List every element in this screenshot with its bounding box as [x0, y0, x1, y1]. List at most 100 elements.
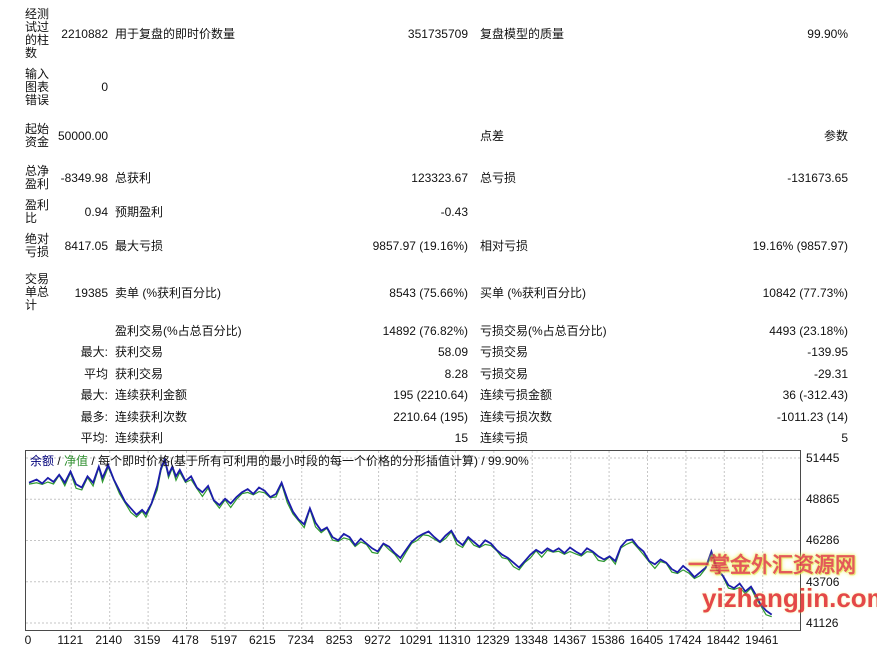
report-label: 连续亏损	[480, 431, 529, 446]
x-axis-tick-label: 6215	[248, 633, 276, 647]
x-axis-tick-label: 9272	[364, 633, 391, 647]
report-row: 盈利交易(%占总百分比) 14892 (76.82%) 亏损交易(%占总百分比) 44…	[25, 320, 848, 342]
y-axis-tick-label: 46286	[806, 533, 840, 548]
report-label: 复盘模型的质量	[480, 27, 565, 41]
report-value: 50000.00	[58, 129, 109, 143]
report-row: 起始资金 50000.00 点差 参数	[25, 112, 848, 160]
balance-equity-chart: 余额 / 净值 / 每个即时价格(基于所有可利用的最小时段的每一个价格的分形插值…	[25, 450, 801, 631]
chart-canvas	[26, 451, 800, 630]
report-label: 亏损交易	[480, 345, 529, 360]
report-value: 14892 (76.82%)	[382, 323, 468, 338]
report-value: 5	[841, 431, 848, 446]
report-row: 最大: 获利交易 58.09 亏损交易 -139.95	[25, 342, 848, 364]
report-label: 盈利比	[25, 197, 50, 225]
report-label: 获利交易	[115, 366, 164, 381]
report-label: 亏损交易(%占总百分比)	[480, 323, 607, 338]
report-row: 绝对亏损 8417.05 最大亏损 9857.97 (19.16%) 相对亏损 19.16…	[25, 227, 848, 265]
x-axis-tick-label: 11310	[438, 633, 471, 647]
x-axis-tick-label: 0	[24, 633, 32, 647]
x-axis-tick-label: 2140	[95, 633, 123, 647]
report-label: 总净盈利	[25, 164, 50, 191]
report-value: 36 (-312.43)	[782, 388, 848, 403]
legend-equity-label: 净值	[64, 454, 89, 468]
report-value: 2210.64 (195)	[393, 409, 468, 424]
x-axis-tick-label: 8253	[325, 633, 353, 647]
report-label: 卖单 (%获利百分比)	[115, 285, 221, 300]
report-value: 351735709	[407, 27, 468, 41]
report-label: 连续获利金额	[115, 388, 188, 403]
report-label: 连续亏损次数	[480, 409, 553, 424]
x-axis-tick-label: 5197	[210, 633, 238, 647]
report-value: 8.28	[444, 366, 468, 381]
chart-legend: 余额 / 净值 / 每个即时价格(基于所有可利用的最小时段的每一个价格的分形插值…	[30, 452, 529, 469]
x-axis-tick-label: 10291	[399, 633, 433, 647]
report-row: 总净盈利 -8349.98 总获利 123323.67 总亏损 -131673.65	[25, 160, 848, 196]
report-label: 交易单总计	[25, 272, 50, 312]
report-label: 点差	[480, 129, 505, 143]
report-value: 195 (2210.64)	[393, 388, 468, 403]
report-value: 10842 (77.73%)	[762, 285, 848, 300]
report-value: 2210882	[61, 27, 108, 41]
report-value: 0.94	[84, 204, 108, 219]
y-axis-tick-label: 48865	[806, 492, 840, 507]
report-value: 参数	[823, 129, 848, 143]
x-axis-tick-label: 12329	[476, 633, 510, 647]
report-label: 连续获利次数	[115, 409, 188, 424]
report-label: 用于复盘的即时价数量	[115, 27, 236, 41]
report-value: -0.43	[440, 204, 468, 219]
x-axis-tick-label: 17424	[668, 633, 702, 647]
report-label: 亏损交易	[480, 366, 529, 381]
report-value: 99.90%	[807, 27, 848, 41]
x-axis-tick-label: 19461	[745, 633, 779, 647]
report-row: 输入图表错误 0	[25, 62, 848, 112]
report-value: 9857.97 (19.16%)	[372, 239, 468, 253]
report-value: 8417.05	[64, 239, 108, 253]
report-label: 绝对亏损	[25, 232, 50, 259]
y-axis-tick-label: 51445	[806, 450, 840, 465]
report-label: 相对亏损	[480, 239, 529, 253]
report-value: 8543 (75.66%)	[389, 285, 468, 300]
report-label: 预期盈利	[115, 204, 164, 219]
x-axis-tick-label: 1121	[57, 633, 84, 647]
report-label: 输入图表错误	[25, 66, 50, 107]
x-axis-tick-label: 14367	[552, 633, 587, 647]
x-axis-tick-label: 3159	[133, 633, 161, 647]
report-value: 最大:	[80, 388, 108, 403]
x-axis-tick-label: 13348	[514, 633, 548, 647]
legend-separator: /	[88, 454, 99, 468]
report-label: 总获利	[115, 171, 152, 185]
report-value: -8349.98	[60, 171, 108, 185]
report-value: 19.16% (9857.97)	[752, 239, 848, 253]
report-value: 平均	[83, 366, 108, 381]
report-label: 起始资金	[25, 122, 50, 149]
report-row: 盈利比 0.94 预期盈利 -0.43	[25, 196, 848, 227]
report-label: 连续亏损金额	[480, 388, 553, 403]
report-label: 盈利交易(%占总百分比)	[115, 323, 242, 338]
report-label: 最大亏损	[115, 239, 164, 253]
report-label: 买单 (%获利百分比)	[480, 285, 586, 300]
report-row: 交易单总计 19385 卖单 (%获利百分比) 8543 (75.66%) 买单 (%获…	[25, 265, 848, 320]
y-axis-tick-label: 41126	[806, 616, 839, 631]
report-value: 4493 (23.18%)	[769, 323, 848, 338]
report-row: 经测试过的柱数 2210882 用于复盘的即时价数量 351735709 复盘模型的质量…	[25, 6, 848, 62]
report-value: 19385	[74, 285, 108, 300]
report-row: 平均: 连续获利 15 连续亏损 5	[25, 428, 848, 450]
report-label: 总亏损	[480, 171, 517, 185]
report-value: 15	[454, 431, 468, 446]
x-axis-tick-label: 16405	[629, 633, 664, 647]
report-row: 最大: 连续获利金额 195 (2210.64) 连续亏损金额 36 (-312.43)	[25, 385, 848, 407]
report-value: 123323.67	[411, 171, 468, 185]
report-value: -139.95	[807, 345, 848, 360]
x-axis-tick-label: 18442	[706, 633, 740, 647]
report-value: -29.31	[813, 366, 848, 381]
report-label: 经测试过的柱数	[25, 7, 50, 60]
x-axis-tick-label: 7234	[287, 633, 315, 647]
report-value: -131673.65	[787, 171, 848, 185]
legend-separator: /	[54, 454, 65, 468]
report-value: 平均:	[80, 431, 108, 446]
x-axis-tick-label: 15386	[591, 633, 625, 647]
report-value: -1011.23 (14)	[776, 409, 848, 424]
chart-title: 每个即时价格(基于所有可利用的最小时段的每一个价格的分形插值计算) / 99.9…	[98, 454, 529, 468]
report-value: 0	[101, 80, 108, 94]
legend-balance-label: 余额	[30, 454, 55, 468]
